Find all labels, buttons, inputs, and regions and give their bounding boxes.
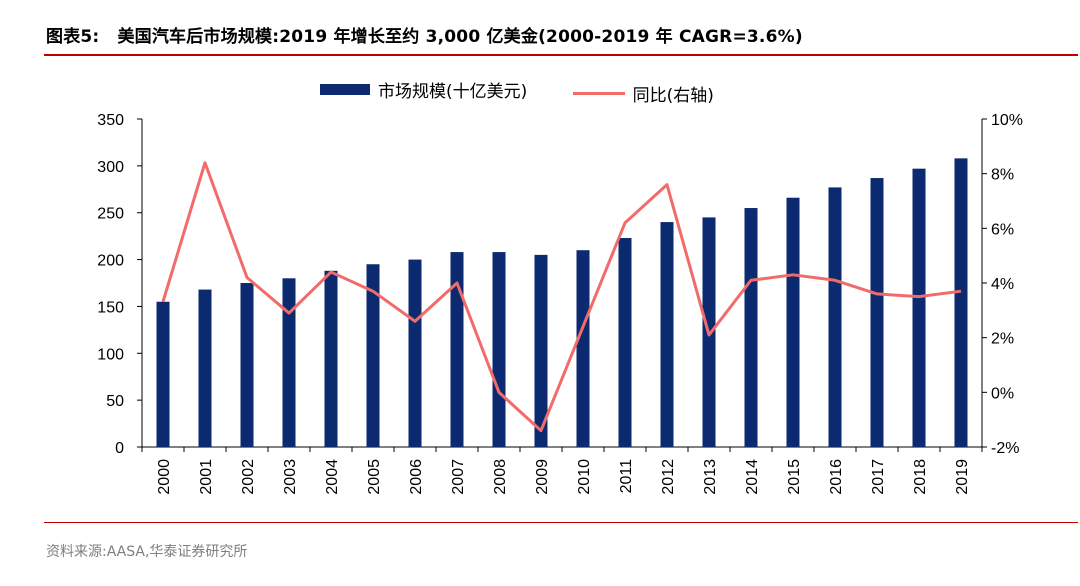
- left-tick-label: 200: [97, 253, 124, 270]
- legend-item-line: 同比(右轴): [572, 81, 714, 106]
- bar-2006: [408, 259, 422, 447]
- legend-bar-label: 市场规模(十亿美元): [378, 82, 528, 102]
- x-tick-label: 2000: [156, 459, 173, 495]
- source-note: 资料来源:AASA,华泰证券研究所: [46, 544, 248, 560]
- bar-2014: [744, 208, 758, 447]
- figure-label: 图表5:: [46, 27, 100, 47]
- top-rule: [44, 54, 1078, 56]
- x-tick-label: 2005: [366, 459, 383, 495]
- left-tick-label: 300: [97, 159, 124, 176]
- bar-2018: [912, 168, 926, 447]
- legend-bar-swatch: [320, 84, 370, 95]
- bar-2015: [786, 197, 800, 447]
- x-tick-label: 2009: [534, 459, 551, 495]
- left-tick-label: 50: [106, 393, 124, 410]
- bar-2004: [324, 270, 338, 447]
- right-tick-label: 0%: [991, 385, 1014, 402]
- x-tick-label: 2016: [828, 459, 845, 495]
- x-tick-label: 2012: [660, 459, 677, 495]
- bar-2008: [492, 252, 506, 447]
- x-tick-label: 2017: [870, 459, 887, 495]
- bar-2009: [534, 254, 548, 447]
- x-tick-label: 2006: [408, 459, 425, 495]
- x-tick-label: 2001: [198, 459, 215, 495]
- x-tick-label: 2008: [492, 459, 509, 495]
- x-tick-label: 2015: [786, 459, 803, 495]
- bar-2012: [660, 222, 674, 447]
- legend-line-label: 同比(右轴): [632, 86, 714, 106]
- x-tick-label: 2011: [618, 459, 635, 494]
- bar-2000: [156, 301, 170, 447]
- left-tick-label: 150: [97, 299, 124, 316]
- chart-title: 图表5: 美国汽车后市场规模:2019 年增长至约 3,000 亿美金(2000-…: [46, 22, 803, 47]
- legend-item-bar: 市场规模(十亿美元): [320, 77, 527, 102]
- left-tick-label: 250: [97, 206, 124, 223]
- x-tick-label: 2004: [324, 459, 341, 495]
- left-tick-label: 350: [97, 112, 124, 129]
- right-tick-label: -2%: [991, 440, 1019, 457]
- bar-2001: [198, 289, 212, 447]
- figure-title: 美国汽车后市场规模:2019 年增长至约 3,000 亿美金(2000-2019…: [117, 27, 803, 47]
- bottom-rule: [44, 522, 1078, 523]
- bar-2007: [450, 252, 464, 447]
- right-tick-label: 2%: [991, 331, 1014, 348]
- legend: 市场规模(十亿美元) 同比(右轴): [320, 77, 754, 106]
- bar-2017: [870, 178, 884, 448]
- bar-2005: [366, 264, 380, 447]
- x-tick-label: 2010: [576, 459, 593, 495]
- x-tick-label: 2018: [912, 459, 929, 495]
- right-tick-label: 10%: [991, 112, 1023, 129]
- bar-2011: [618, 238, 632, 447]
- left-tick-label: 100: [97, 346, 124, 363]
- bar-2019: [954, 158, 968, 448]
- x-tick-label: 2019: [954, 459, 971, 495]
- right-tick-label: 8%: [991, 167, 1014, 184]
- left-tick-label: 0: [115, 440, 124, 457]
- bar-2003: [282, 278, 296, 447]
- bar-2002: [240, 283, 254, 447]
- x-tick-label: 2007: [450, 459, 467, 495]
- x-tick-label: 2002: [240, 459, 257, 495]
- x-tick-label: 2013: [702, 459, 719, 495]
- legend-line-swatch: [572, 92, 625, 95]
- yoy-line: [161, 161, 962, 433]
- x-tick-label: 2003: [282, 459, 299, 495]
- right-tick-label: 6%: [991, 221, 1014, 238]
- right-tick-label: 4%: [991, 276, 1014, 293]
- bar-2010: [576, 250, 590, 447]
- x-tick-label: 2014: [744, 459, 761, 495]
- bar-2016: [828, 187, 842, 447]
